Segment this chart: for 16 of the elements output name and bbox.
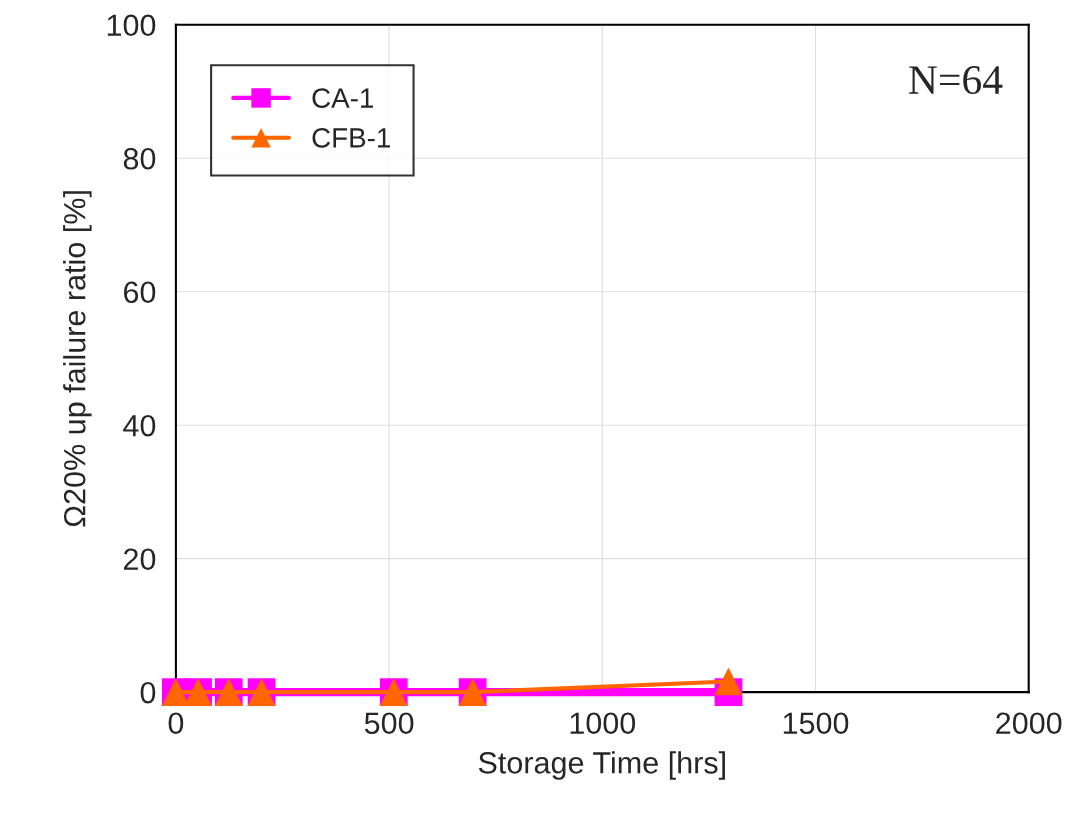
y-axis-title: Ω20% up failure ratio [%] [63,191,92,527]
x-tick-label: 1500 [783,712,849,735]
y-tick-label: 20 [124,548,156,571]
y-tick-label: 100 [107,14,156,37]
x-tick-label: 0 [168,712,184,735]
y-tick-label: 80 [123,147,156,170]
x-axis-title: Storage Time [hrs] [478,751,725,780]
x-tick-label: 1000 [570,712,636,735]
legend-label: CFB-1 [312,128,390,148]
y-tick-label: 0 [140,681,156,704]
y-tick-label: 60 [124,281,156,304]
legend-label: CA-1 [312,88,374,108]
x-tick-label: 500 [364,712,414,735]
annotation: N=64 [909,66,1003,95]
y-tick-label: 40 [123,414,156,437]
x-tick-label: 2000 [996,712,1062,735]
